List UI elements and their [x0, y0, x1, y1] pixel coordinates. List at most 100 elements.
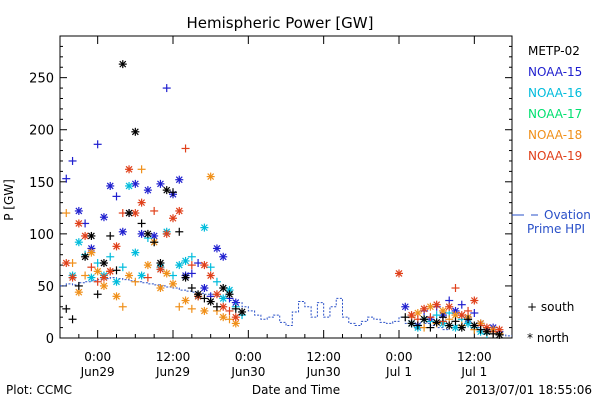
plot-area: 0501001502002500:00Jun2912:00Jun290:00Ju…	[29, 35, 513, 379]
data-point-north	[181, 273, 190, 282]
data-point-south	[106, 252, 115, 261]
data-point-north	[401, 302, 410, 311]
y-tick-label: 150	[29, 176, 54, 191]
data-point-south	[93, 277, 102, 286]
data-point-north	[206, 271, 215, 280]
y-tick-label: 0	[46, 332, 54, 347]
data-point-north	[219, 294, 228, 303]
data-point-south	[200, 294, 209, 303]
data-point-south	[137, 219, 146, 228]
data-point-north	[143, 186, 152, 195]
data-point-north	[445, 302, 454, 311]
y-tick-label: 100	[29, 228, 54, 243]
data-point-south	[93, 140, 102, 149]
data-point-north	[131, 248, 140, 257]
data-point-north	[81, 252, 90, 261]
legend-entry: NOAA-19	[528, 149, 582, 163]
data-point-north	[93, 267, 102, 276]
data-point-south	[489, 329, 498, 338]
data-point-north	[426, 302, 435, 311]
x-tick-date: Jun30	[306, 365, 341, 379]
x-tick-time: 0:00	[386, 350, 413, 364]
data-point-north	[200, 284, 209, 293]
data-point-north	[74, 238, 83, 247]
data-point-north	[68, 273, 77, 282]
data-point-north	[112, 292, 121, 301]
data-point-north	[420, 304, 429, 313]
data-point-north	[457, 311, 466, 320]
data-point-north	[212, 290, 221, 299]
data-point-north	[62, 259, 71, 268]
data-point-north	[482, 327, 491, 336]
plot-credit: Plot: CCMC	[6, 383, 72, 397]
x-tick-time: 12:00	[156, 350, 191, 364]
data-point-south	[87, 263, 96, 272]
data-point-south	[137, 165, 146, 174]
data-point-north	[162, 186, 171, 195]
data-point-north	[181, 296, 190, 305]
x-axis-label: Date and Time	[252, 383, 340, 397]
data-point-north	[457, 323, 466, 332]
data-point-north	[99, 273, 108, 282]
data-point-south	[225, 306, 234, 315]
data-point-north	[131, 179, 140, 188]
y-axis-label: P [GW]	[2, 179, 16, 221]
data-point-north	[206, 172, 215, 181]
data-point-south	[187, 304, 196, 313]
data-point-north	[231, 298, 240, 307]
data-point-north	[194, 290, 203, 299]
data-point-south	[187, 284, 196, 293]
data-point-north	[495, 325, 504, 334]
data-point-north	[407, 311, 416, 320]
data-point-south	[470, 309, 479, 318]
data-point-south	[426, 313, 435, 322]
data-point-north	[495, 330, 504, 339]
data-point-north	[432, 318, 441, 327]
y-tick-label: 200	[29, 124, 54, 139]
data-point-south	[457, 300, 466, 309]
data-point-north	[225, 290, 234, 299]
data-point-south	[143, 273, 152, 282]
x-tick-date: Jun29	[80, 365, 115, 379]
y-tick-label: 50	[37, 280, 54, 295]
data-point-north	[118, 60, 127, 69]
data-point-north	[219, 252, 228, 261]
data-point-south	[118, 302, 127, 311]
data-point-north	[169, 279, 177, 288]
data-point-north	[413, 309, 422, 318]
ovation-legend-label: Ovation	[544, 208, 591, 222]
data-point-south	[212, 277, 221, 286]
data-point-north	[162, 229, 171, 238]
data-point-south	[413, 321, 422, 330]
data-point-north	[156, 259, 165, 268]
legend: METP-02 NOAA-15 NOAA-16 NOAA-17 NOAA-18 NOAA-…	[512, 44, 591, 345]
data-point-north	[470, 321, 479, 330]
data-point-north	[118, 227, 127, 236]
data-point-north	[238, 307, 247, 316]
data-point-north	[206, 297, 215, 306]
data-point-north	[143, 261, 152, 270]
data-point-north	[87, 231, 96, 240]
data-point-north	[125, 209, 134, 218]
data-point-north	[125, 271, 134, 280]
legend-north-symbol: * north	[527, 331, 569, 345]
data-point-north	[470, 296, 479, 305]
legend-south-symbol: + south	[527, 300, 574, 314]
data-point-south	[68, 315, 77, 324]
data-point-north	[181, 256, 190, 265]
data-point-south	[231, 304, 240, 313]
x-tick-date: Jun29	[155, 365, 190, 379]
data-point-south	[169, 271, 177, 280]
ovation-legend-label-2: Prime HPI	[527, 222, 585, 236]
data-point-south	[426, 323, 435, 332]
data-point-north	[137, 198, 146, 207]
data-point-south	[106, 231, 115, 240]
data-point-south	[187, 252, 196, 261]
data-point-north	[445, 321, 454, 330]
data-point-south	[194, 259, 203, 268]
data-point-north	[420, 315, 429, 324]
data-point-north	[395, 269, 403, 278]
legend-entry: METP-02	[528, 44, 580, 58]
data-point-south	[62, 209, 71, 218]
